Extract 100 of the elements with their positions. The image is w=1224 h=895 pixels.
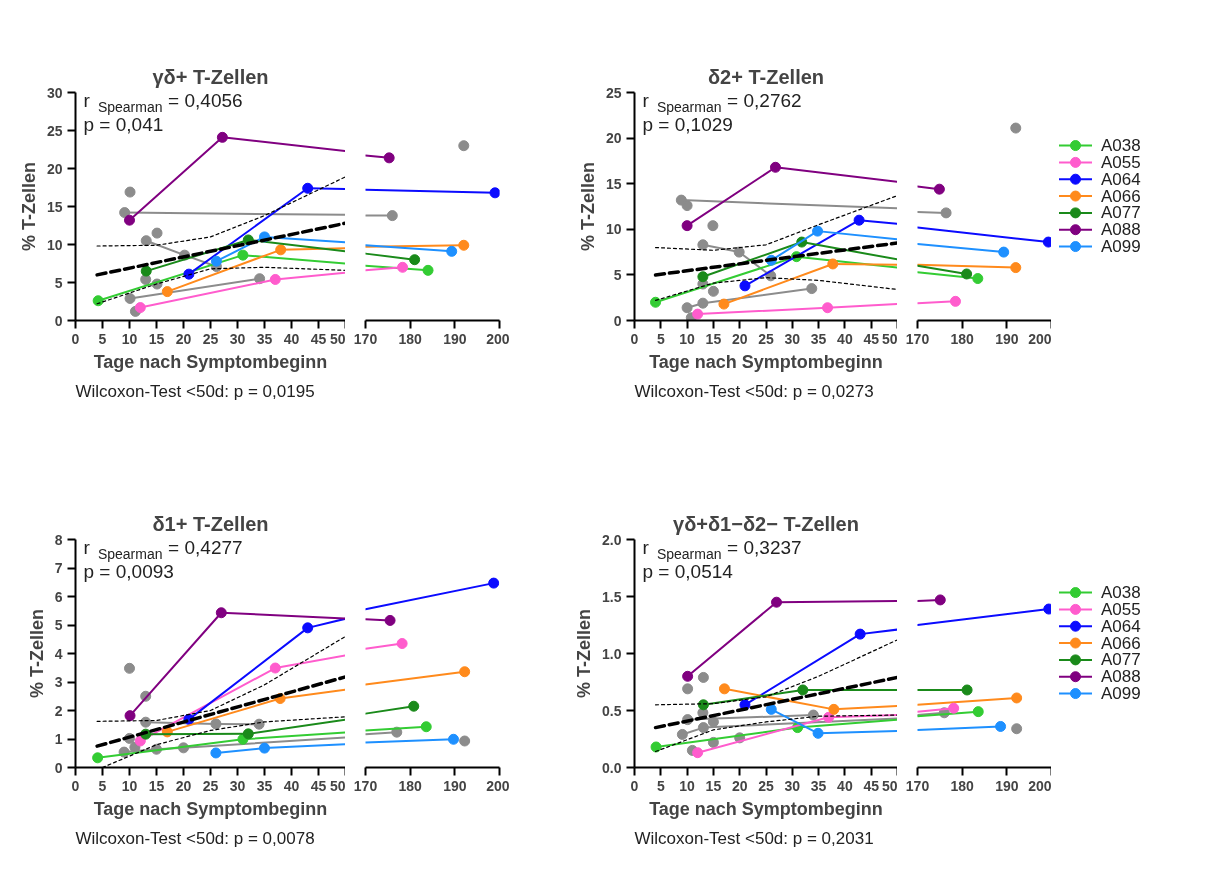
y-tick-label: 1.0 <box>602 645 622 662</box>
x-tick-label: 15 <box>705 330 722 347</box>
x-tick-label: 30 <box>229 330 246 347</box>
chart-title: γδ+ T-Zellen <box>152 65 269 88</box>
x-tick-label: 180 <box>398 330 423 347</box>
text: Wilcoxon-Test <50d: p = 0,2031 <box>634 828 874 848</box>
y-tick-label: 10 <box>605 221 622 238</box>
y-tick-label: 6 <box>54 588 63 605</box>
x-tick-label: 180 <box>950 777 975 794</box>
x-tick-label: 5 <box>98 330 107 347</box>
x-tick-label: 5 <box>656 330 665 347</box>
y-tick-label: 0.5 <box>602 702 622 719</box>
x-tick-label: 30 <box>784 777 801 794</box>
x-tick-label: 15 <box>148 777 165 794</box>
y-tick-label: 5 <box>54 274 63 291</box>
text: Wilcoxon-Test <50d: p = 0,0273 <box>634 381 874 401</box>
x-tick-label: 20 <box>731 330 748 347</box>
x-tick-label: 25 <box>202 330 219 347</box>
legend-label: A064 <box>1101 169 1141 189</box>
legend-label: A099 <box>1101 237 1141 257</box>
y-tick-label: 15 <box>605 175 622 192</box>
y-tick-label: 3 <box>54 674 63 690</box>
x-axis-title: Tage nach Symptombeginn <box>93 798 328 819</box>
text: Wilcoxon-Test <50d: p = 0,0195 <box>75 381 315 401</box>
x-tick-label: 15 <box>148 330 165 347</box>
y-tick-label: 0 <box>613 312 622 329</box>
x-tick-label: 25 <box>202 777 219 794</box>
y-axis-title: % T-Zellen <box>26 608 47 699</box>
x-tick-label: 40 <box>837 777 853 794</box>
legend-label: A088 <box>1101 220 1141 240</box>
x-tick-label: 35 <box>810 330 827 347</box>
x-tick-label: 170 <box>905 777 930 794</box>
legend-label: A066 <box>1101 186 1141 206</box>
x-tick-label: 25 <box>758 777 774 794</box>
y-tick-label: 1.5 <box>602 588 622 605</box>
x-tick-label: 45 <box>863 330 880 347</box>
x-tick-label: 5 <box>656 777 665 794</box>
x-tick-label: 45 <box>310 777 327 794</box>
x-tick-label: 0 <box>630 777 639 794</box>
x-tick-label: 190 <box>995 777 1019 794</box>
x-tick-label: 50 <box>881 330 898 347</box>
x-tick-label: 170 <box>353 330 378 347</box>
y-tick-label: 5 <box>54 617 63 633</box>
legend-label: A066 <box>1101 633 1141 653</box>
y-tick-label: 7 <box>54 560 63 576</box>
annotation: p = 0,1029 <box>642 114 733 135</box>
annotation: p = 0,0514 <box>642 561 734 582</box>
x-tick-label: 200 <box>1028 330 1052 347</box>
y-tick-label: 1 <box>54 731 63 747</box>
x-tick-label: 15 <box>705 777 722 794</box>
y-tick-label: 10 <box>46 236 63 253</box>
x-tick-label: 30 <box>229 777 246 794</box>
x-tick-label: 200 <box>1028 777 1052 794</box>
x-tick-label: 25 <box>758 330 774 347</box>
x-tick-label: 10 <box>679 777 696 794</box>
y-tick-label: 0 <box>54 312 63 329</box>
x-tick-label: 200 <box>486 777 510 794</box>
annotation: p = 0,041 <box>83 114 164 135</box>
x-tick-label: 0 <box>630 330 639 347</box>
x-tick-label: 50 <box>329 777 346 794</box>
y-tick-label: 25 <box>46 122 63 139</box>
y-tick-label: 20 <box>46 160 63 177</box>
y-tick-label: 0 <box>54 759 63 776</box>
legend-label: A088 <box>1101 667 1141 687</box>
x-tick-label: 40 <box>283 777 300 794</box>
x-tick-label: 20 <box>175 777 192 794</box>
x-tick-label: 200 <box>486 330 510 347</box>
y-tick-label: 2.0 <box>602 531 622 548</box>
y-axis-title: % T-Zellen <box>574 608 595 699</box>
y-tick-label: 2 <box>54 702 63 719</box>
x-tick-label: 35 <box>256 330 273 347</box>
chart-title: δ1+ T-Zellen <box>152 512 269 535</box>
legend-label: A099 <box>1101 684 1141 704</box>
x-tick-label: 170 <box>905 330 930 347</box>
y-tick-label: 25 <box>605 84 622 101</box>
x-axis-title: Tage nach Symptombeginn <box>649 351 883 372</box>
legend-label: A077 <box>1101 203 1141 223</box>
y-axis-title: % T-Zellen <box>18 161 39 252</box>
x-tick-label: 30 <box>784 330 801 347</box>
x-tick-label: 190 <box>443 777 467 794</box>
x-tick-label: 190 <box>995 330 1019 347</box>
legend-label: A064 <box>1101 616 1141 636</box>
y-axis-title: % T-Zellen <box>577 161 598 252</box>
legend-label: A077 <box>1101 650 1141 670</box>
x-tick-label: 20 <box>175 330 192 347</box>
y-tick-label: 0.0 <box>602 759 622 776</box>
x-axis-title: Tage nach Symptombeginn <box>93 351 328 372</box>
x-tick-label: 50 <box>881 777 898 794</box>
x-tick-label: 45 <box>310 330 327 347</box>
x-tick-label: 170 <box>353 777 378 794</box>
x-tick-label: 40 <box>837 330 853 347</box>
x-tick-label: 180 <box>398 777 423 794</box>
x-tick-label: 10 <box>121 330 138 347</box>
x-tick-label: 180 <box>950 330 975 347</box>
y-tick-label: 15 <box>46 198 63 215</box>
x-tick-label: 190 <box>443 330 467 347</box>
x-tick-label: 0 <box>71 330 80 347</box>
annotation: p = 0,0093 <box>83 561 174 582</box>
x-tick-label: 35 <box>256 777 273 794</box>
x-axis-title: Tage nach Symptombeginn <box>649 798 883 819</box>
